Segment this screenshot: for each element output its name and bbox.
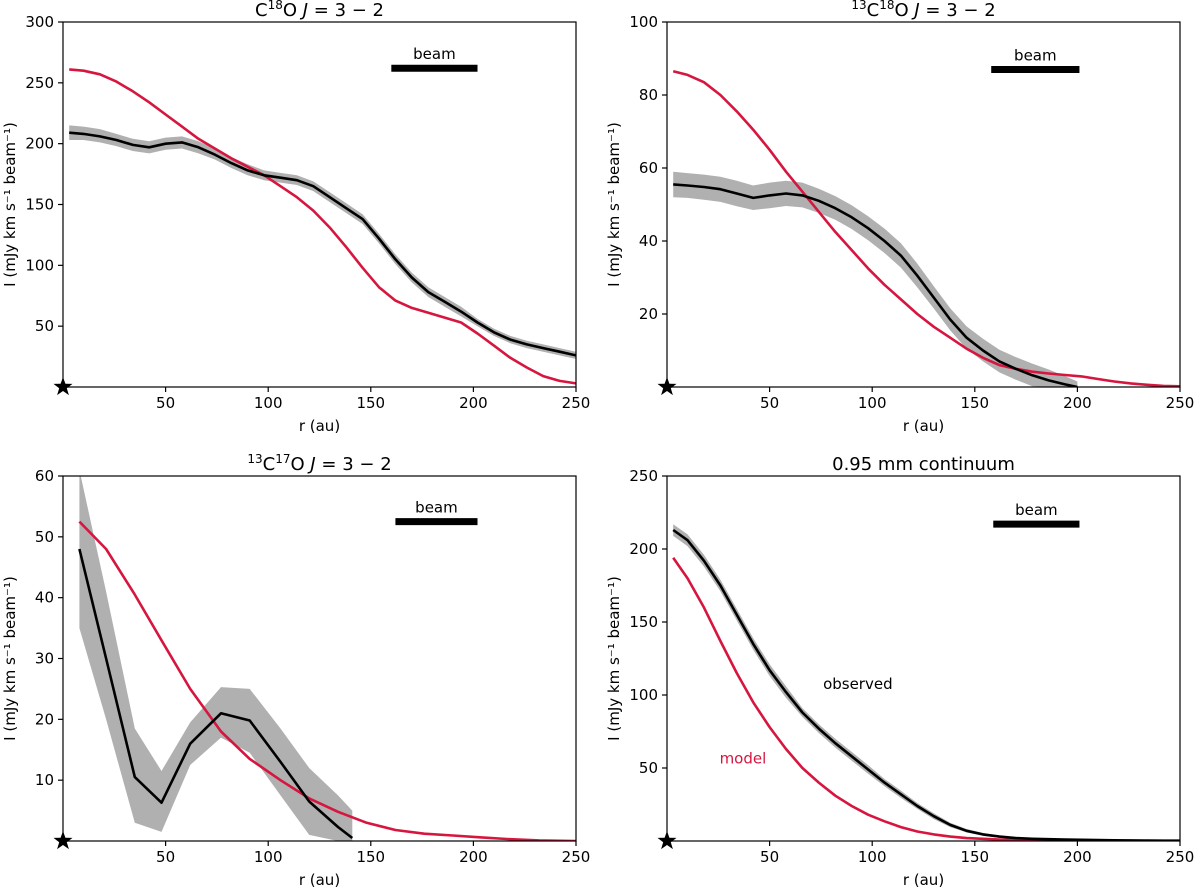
beam-label: beam [1015, 501, 1058, 519]
x-tick-label: 200 [459, 394, 488, 412]
series-line-model [672, 70, 1180, 387]
x-tick-label: 100 [254, 394, 283, 412]
x-tick-label: 50 [156, 848, 175, 866]
y-tick-label: 100 [25, 256, 54, 274]
y-tick-label: 50 [35, 528, 54, 546]
x-tick-label: 250 [562, 848, 591, 866]
y-tick-label: 300 [25, 13, 54, 31]
y-tick-label: 100 [629, 686, 658, 704]
series-line-observed [672, 528, 1180, 841]
panel-continuum: 50 100 150 200 250 50 100 150 200 250 r (au) I (mJy… [605, 454, 1194, 889]
plot-area [78, 476, 576, 841]
y-tick-label: 200 [629, 540, 658, 558]
panel-c18o: 50 100 150 200 250 50 100 150 200 250 300 r (au) I (… [1, 0, 590, 435]
y-tick-label: 60 [639, 159, 658, 177]
y-axis-label: I (mJy km s⁻¹ beam⁻¹) [605, 576, 623, 741]
y-tick-label: 250 [629, 467, 658, 485]
series-line-model [78, 520, 576, 841]
x-tick-label: 50 [760, 848, 779, 866]
y-tick-label: 250 [25, 74, 54, 92]
x-tick-label: 100 [858, 394, 887, 412]
panel-13c18o: 50 100 150 200 250 20 40 60 80 100 r (au) I (mJy km… [605, 0, 1194, 435]
x-tick-label: 150 [356, 394, 385, 412]
star-icon [53, 831, 73, 850]
star-icon [53, 377, 73, 396]
x-tick-label: 250 [1166, 394, 1195, 412]
series-line-model [69, 68, 576, 385]
x-tick-label: 150 [960, 394, 989, 412]
x-tick-label: 200 [1063, 848, 1092, 866]
panel-title: 0.95 mm continuum [832, 454, 1015, 475]
y-tick-label: 60 [35, 467, 54, 485]
beam-label: beam [415, 499, 458, 517]
y-axis-label: I (mJy km s⁻¹ beam⁻¹) [605, 122, 623, 287]
x-axis-label: r (au) [903, 417, 944, 435]
y-tick-label: 50 [35, 317, 54, 335]
plot-area [69, 68, 576, 385]
y-tick-label: 80 [639, 86, 658, 104]
y-tick-label: 20 [639, 305, 658, 323]
band-observed-uncertainty [79, 476, 353, 841]
series-line-observed [78, 548, 354, 840]
x-tick-label: 250 [562, 394, 591, 412]
plot-area [672, 524, 1180, 841]
plot-area [672, 70, 1180, 387]
x-tick-label: 50 [760, 394, 779, 412]
annotation-model: model [720, 750, 767, 768]
x-axis-label: r (au) [903, 871, 944, 889]
y-tick-label: 10 [35, 771, 54, 789]
x-axis-label: r (au) [299, 871, 340, 889]
series-line-observed [673, 183, 1078, 387]
series-line-observed [69, 131, 576, 357]
panel-title: C18O J = 3 − 2 [255, 0, 384, 21]
y-tick-label: 150 [25, 196, 54, 214]
axes-frame [666, 21, 1181, 388]
x-tick-label: 200 [459, 848, 488, 866]
panel-13c17o: 50 100 150 200 250 10 20 30 40 50 60 r (au) I (mJy k… [1, 452, 590, 889]
y-axis-label: I (mJy km s⁻¹ beam⁻¹) [1, 576, 19, 741]
band-observed-uncertainty [69, 125, 576, 360]
x-tick-label: 150 [356, 848, 385, 866]
x-tick-label: 150 [960, 848, 989, 866]
x-tick-label: 250 [1166, 848, 1195, 866]
beam-label: beam [413, 45, 456, 63]
band-observed-uncertainty [673, 171, 1078, 387]
x-tick-label: 100 [858, 848, 887, 866]
annotation-observed: observed [823, 675, 893, 693]
band-observed-uncertainty [673, 524, 1180, 841]
y-tick-label: 30 [35, 650, 54, 668]
x-tick-label: 50 [156, 394, 175, 412]
y-axis-label: I (mJy km s⁻¹ beam⁻¹) [1, 122, 19, 287]
star-icon [657, 831, 677, 850]
panel-title: 13C17O J = 3 − 2 [247, 452, 391, 475]
axes-frame [666, 475, 1181, 842]
beam-label: beam [1014, 46, 1057, 64]
x-tick-label: 100 [254, 848, 283, 866]
y-tick-label: 100 [629, 13, 658, 31]
series-line-model [672, 557, 1180, 841]
y-tick-label: 40 [639, 232, 658, 250]
x-axis-label: r (au) [299, 417, 340, 435]
y-tick-label: 40 [35, 589, 54, 607]
x-tick-label: 200 [1063, 394, 1092, 412]
panel-title: 13C18O J = 3 − 2 [851, 0, 995, 21]
y-tick-label: 50 [639, 759, 658, 777]
y-tick-label: 20 [35, 710, 54, 728]
y-tick-label: 150 [629, 613, 658, 631]
star-icon [657, 377, 677, 396]
y-tick-label: 200 [25, 135, 54, 153]
